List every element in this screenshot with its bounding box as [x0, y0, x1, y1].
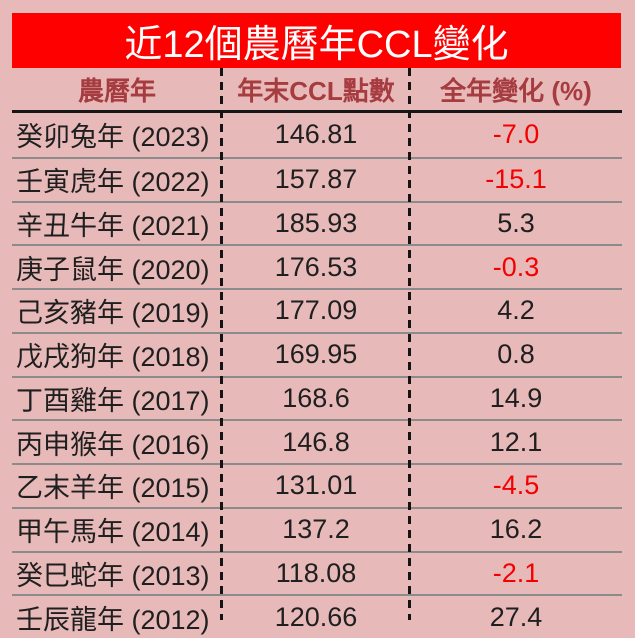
lunar-year-cell: 壬辰龍年 (2012): [16, 604, 210, 635]
lunar-year-cell: 辛丑牛年 (2021): [16, 210, 210, 241]
table-row: 丙申猴年 (2016) 146.8 12.1: [12, 419, 622, 463]
ccl-value-cell: 185.93: [274, 207, 358, 238]
col-header-lunar-year: 農曆年: [77, 75, 156, 106]
table-row: 乙末羊年 (2015) 131.01 -4.5: [12, 463, 622, 507]
lunar-year-cell: 戊戌狗年 (2018): [16, 342, 210, 373]
lunar-year-cell: 丙申猴年 (2016): [16, 429, 210, 460]
change-value-cell: 16.2: [489, 514, 543, 545]
ccl-value-cell: 137.2: [282, 514, 350, 545]
col-header-ccl-points: 年末CCL點數: [237, 75, 395, 106]
ccl-value-cell: 131.01: [274, 470, 358, 501]
ccl-value-cell: 169.95: [274, 339, 358, 370]
change-value-cell: 14.9: [489, 382, 543, 413]
table-row: 甲午馬年 (2014) 137.2 16.2: [12, 506, 622, 551]
ccl-value-cell: 177.09: [274, 295, 358, 326]
table-row: 己亥豬年 (2019) 177.09 4.2: [12, 288, 622, 332]
lunar-year-cell: 壬寅虎年 (2022): [16, 167, 210, 198]
table-row: 丁酉雞年 (2017) 168.6 14.9: [12, 375, 622, 420]
lunar-year-cell: 丁酉雞年 (2017): [16, 385, 210, 416]
table-row: 壬辰龍年 (2012) 120.66 27.4: [12, 594, 622, 638]
header-row: 農曆年 年末CCL點數 全年變化 (%): [12, 68, 622, 113]
table-row: 癸巳蛇年 (2013) 118.08 -2.1: [12, 550, 622, 595]
change-value-cell: -0.3: [492, 251, 540, 282]
table-row: 庚子鼠年 (2020) 176.53 -0.3: [12, 244, 622, 288]
change-value-cell: -7.0: [492, 119, 540, 150]
table-row: 辛丑牛年 (2021) 185.93 5.3: [12, 200, 622, 245]
ccl-value-cell: 157.87: [274, 164, 358, 195]
lunar-year-cell: 甲午馬年 (2014): [16, 517, 210, 548]
change-value-cell: -4.5: [492, 470, 540, 501]
page-title: 近12個農曆年CCL變化: [124, 24, 509, 66]
table-row: 戊戌狗年 (2018) 169.95 0.8: [12, 331, 622, 376]
ccl-value-cell: 118.08: [275, 557, 357, 588]
table-row: 癸卯兔年 (2023) 146.81 -7.0: [12, 113, 622, 157]
change-value-cell: 0.8: [497, 339, 535, 370]
ccl-value-cell: 168.6: [282, 382, 350, 413]
lunar-year-cell: 庚子鼠年 (2020): [16, 254, 210, 285]
lunar-year-ccl-table: 農曆年 年末CCL點數 全年變化 (%) 癸卯兔年 (2023) 146.81 …: [12, 68, 622, 638]
lunar-year-cell: 癸卯兔年 (2023): [16, 122, 210, 153]
table-row: 壬寅虎年 (2022) 157.87 -15.1: [12, 156, 622, 201]
change-value-cell: -15.1: [485, 164, 547, 195]
lunar-year-cell: 己亥豬年 (2019): [16, 298, 210, 329]
title-banner: 近12個農曆年CCL變化: [12, 13, 621, 68]
change-value-cell: 27.4: [489, 601, 543, 632]
change-value-cell: -2.1: [492, 557, 540, 588]
col-header-yearly-change: 全年變化 (%): [440, 75, 592, 106]
ccl-value-cell: 120.66: [274, 601, 358, 632]
lunar-year-cell: 癸巳蛇年 (2013): [16, 560, 210, 591]
change-value-cell: 5.3: [497, 207, 535, 238]
ccl-value-cell: 146.81: [274, 119, 358, 150]
ccl-value-cell: 176.53: [274, 251, 358, 282]
change-value-cell: 4.2: [497, 295, 535, 326]
ccl-value-cell: 146.8: [282, 426, 350, 457]
change-value-cell: 12.1: [489, 426, 543, 457]
lunar-year-cell: 乙末羊年 (2015): [16, 473, 210, 504]
